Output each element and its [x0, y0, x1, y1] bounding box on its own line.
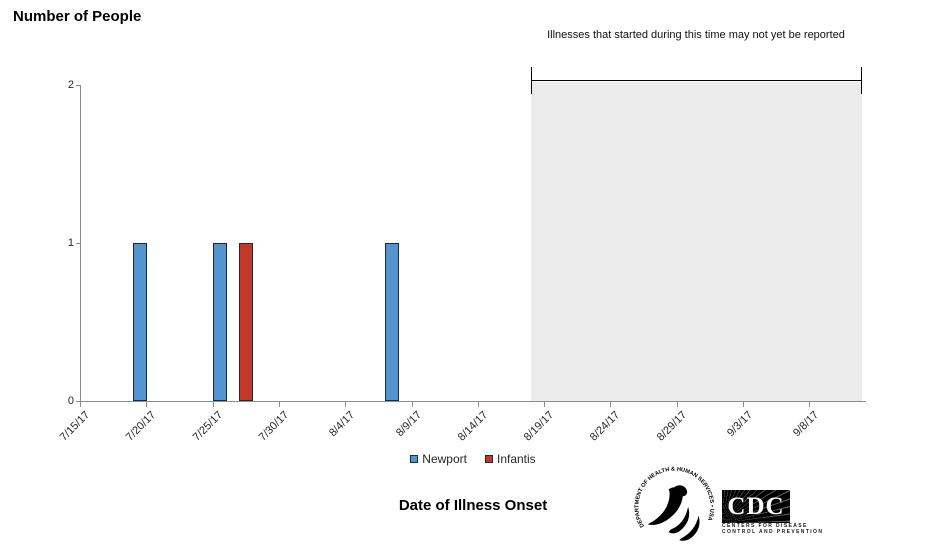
y-tick — [76, 401, 80, 402]
cdc-logo-icon: CDC — [722, 490, 790, 523]
legend-swatch-icon — [484, 455, 493, 463]
unreported-bracket-left-tick — [531, 67, 532, 94]
bar-newport — [213, 243, 227, 401]
legend-item-newport: Newport — [410, 452, 467, 466]
x-tick — [544, 402, 545, 407]
x-tick — [478, 402, 479, 407]
legend-swatch-icon — [410, 455, 419, 463]
x-tick-label: 8/24/17 — [588, 409, 623, 444]
legend: Newport Infantis — [80, 452, 866, 466]
x-tick — [412, 402, 413, 407]
x-axis-title: Date of Illness Onset — [398, 497, 548, 514]
cdc-acronym: CDC — [727, 493, 785, 520]
x-tick — [213, 402, 214, 407]
chart-title: Number of People — [13, 8, 142, 25]
x-tick-label: 7/20/17 — [124, 409, 159, 444]
y-tick-label: 0 — [67, 395, 74, 407]
x-tick-label: 8/4/17 — [327, 409, 358, 440]
y-tick — [76, 243, 80, 244]
cdc-logo: CDC Centers for Disease Control and Prev… — [722, 490, 824, 535]
x-tick — [610, 402, 611, 407]
x-tick-label: 7/30/17 — [257, 409, 292, 444]
unreported-region — [531, 82, 862, 401]
y-tick-label: 2 — [67, 79, 74, 91]
x-tick — [677, 402, 678, 407]
x-tick-label: 8/14/17 — [456, 409, 491, 444]
bar-newport — [133, 243, 147, 401]
legend-item-infantis: Infantis — [484, 452, 536, 466]
y-axis — [80, 85, 81, 402]
legend-label: Infantis — [496, 452, 536, 466]
y-tick — [76, 85, 80, 86]
x-tick-label: 7/15/17 — [58, 409, 93, 444]
x-tick — [279, 402, 280, 407]
x-tick — [80, 402, 81, 407]
x-tick — [146, 402, 147, 407]
unreported-period-annotation: Illnesses that started during this time … — [547, 29, 845, 41]
cdc-name-line2: Control and Prevention — [722, 529, 824, 535]
cdc-name-line1: Centers for Disease — [722, 523, 808, 529]
bar-infantis — [239, 243, 253, 401]
x-tick-label: 7/25/17 — [191, 409, 226, 444]
y-tick-label: 1 — [67, 237, 74, 249]
x-tick-label: 9/8/17 — [791, 409, 822, 440]
x-axis — [80, 401, 866, 402]
unreported-bracket-line — [531, 80, 862, 81]
bar-newport — [385, 243, 399, 401]
hhs-eagle-icon — [647, 485, 700, 541]
x-tick — [809, 402, 810, 407]
legend-label: Newport — [422, 452, 467, 466]
x-tick-label: 8/9/17 — [394, 409, 425, 440]
x-tick-label: 8/19/17 — [522, 409, 557, 444]
x-tick — [743, 402, 744, 407]
unreported-bracket-right-tick — [861, 67, 862, 94]
x-tick-label: 8/29/17 — [655, 409, 690, 444]
x-tick — [345, 402, 346, 407]
x-tick-label: 9/3/17 — [725, 409, 756, 440]
hhs-logo-icon: DEPARTMENT OF HEALTH & HUMAN SERVICES • … — [634, 467, 715, 541]
